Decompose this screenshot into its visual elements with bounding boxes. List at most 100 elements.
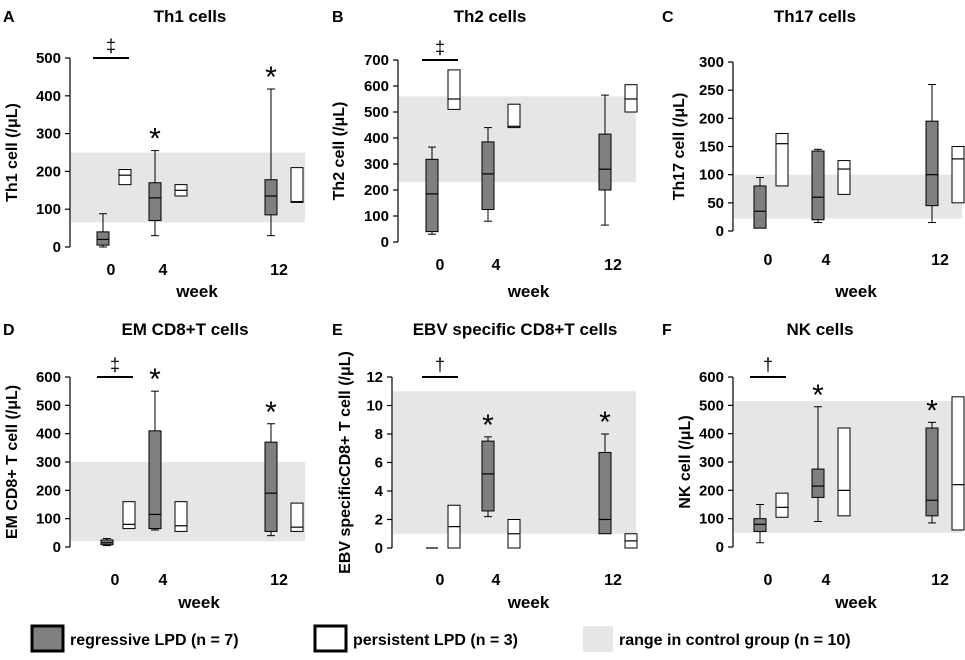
x-axis-label: week [175,282,218,301]
box-body [481,440,495,512]
x-tick-label: 0 [764,252,773,269]
y-tick-label: 500 [699,397,724,414]
legend-swatch-persistent [313,624,348,653]
panel-letter: A [3,9,15,26]
y-axis-label: EBV specificCD8+ T cell (/μL) [337,351,354,574]
y-tick-label: 300 [36,454,61,471]
y-tick-label: 0 [716,539,724,556]
significance-mark: ‡ [106,36,116,56]
significance-star: * [812,379,824,412]
persistent-box-week-12 [624,84,638,113]
x-tick-label: 4 [159,262,168,279]
y-tick-label: 400 [364,130,389,147]
box-body [507,103,521,129]
box-body [148,182,162,222]
significance-mark: ‡ [110,355,120,375]
regressive-box-week-4 [148,390,162,531]
x-tick-label: 12 [931,252,949,269]
persistent-box-week-12 [951,396,965,531]
persistent-box-week-0 [775,133,789,187]
regressive-box-week-0 [753,176,767,229]
significance-star: * [926,394,938,427]
x-tick-label: 0 [436,257,445,274]
y-tick-label: 50 [707,195,724,212]
y-tick-label: 500 [36,50,61,67]
x-tick-label: 12 [604,572,622,589]
y-tick-label: 2 [375,512,383,529]
y-tick-label: 300 [699,454,724,471]
box-body [925,427,939,517]
x-axis-label: week [834,593,877,612]
regressive-box-week-4 [481,127,495,222]
box-body [148,430,162,530]
y-tick-label: 0 [375,540,383,557]
box-body [290,502,304,532]
regressive-box-week-12 [925,84,939,224]
chart-panel-e: 0 2 4 6 8 10 12 * * † 0 4 12 week EBV specificCD8+ T c… [332,320,638,612]
x-tick-label: 4 [822,252,831,269]
box-body [122,501,136,530]
y-tick-label: 0 [716,223,724,240]
regressive-box-week-4 [481,436,495,518]
box-body [290,167,304,203]
y-tick-label: 150 [699,139,724,156]
y-tick-label: 250 [699,82,724,99]
box-body [753,185,767,229]
y-tick-label: 8 [375,426,383,443]
significance-mark: ‡ [435,38,445,58]
y-tick-label: 100 [364,208,389,225]
y-axis-label: NK cell (/μL) [677,415,694,508]
y-tick-label: 300 [36,126,61,143]
y-tick-label: 0 [53,239,61,256]
persistent-box-week-12 [290,502,304,532]
y-tick-label: 500 [364,104,389,121]
regressive-box-week-4 [811,406,825,522]
persistent-box-week-12 [290,167,304,203]
x-tick-label: 12 [270,572,288,589]
legend-swatch-regressive [30,624,65,653]
persistent-box-week-4 [507,519,521,549]
box-body [811,468,825,498]
regressive-box-week-12 [264,88,278,237]
chart-panel-c: 0 50 100 150 200 250 300 0 4 12 week Th17 cell (/μL… [662,7,965,301]
control-range-band [393,391,636,534]
panel-title: EBV specific CD8+T cells [413,320,618,339]
y-tick-label: 0 [381,234,389,251]
x-tick-label: 0 [436,572,445,589]
y-tick-label: 100 [699,167,724,184]
box-body [264,441,278,532]
box-body [598,133,612,191]
chart-panel-d: 0 100 200 300 400 500 600 * * ‡ 0 4 12 week EM CD8+ T … [3,320,305,612]
legend-label-regressive: regressive LPD (n = 7) [70,632,239,649]
box-body [425,158,439,233]
significance-star: * [149,123,161,156]
panel-letter: C [662,9,674,26]
y-tick-label: 200 [699,110,724,127]
panel-title: Th17 cells [774,7,856,26]
box-body [96,231,110,246]
y-axis-label: Th1 cell (/μL) [4,103,21,202]
regressive-box-week-12 [598,94,612,226]
persistent-box-week-4 [174,184,188,197]
y-tick-label: 400 [699,426,724,443]
panel-title: Th2 cells [454,7,527,26]
x-tick-label: 4 [822,572,831,589]
persistent-box-week-4 [837,427,851,517]
y-tick-label: 300 [364,156,389,173]
regressive-box-week-4 [811,148,825,224]
chart-panel-a: 0 100 200 300 400 500 * * ‡ 0 4 12 week Th1 cell (/μL… [3,7,305,301]
x-tick-label: 4 [159,572,168,589]
x-tick-label: 4 [492,257,501,274]
y-tick-label: 700 [364,52,389,69]
legend-label-control: range in control group (n = 10) [619,632,851,649]
x-tick-label: 0 [764,572,773,589]
panel-title: EM CD8+T cells [121,320,248,339]
y-tick-label: 10 [366,398,383,415]
panel-letter: B [332,9,344,26]
panel-letter: E [332,322,343,339]
box-body [174,501,188,532]
box-body [775,492,789,518]
y-tick-label: 12 [366,369,383,386]
y-tick-label: 100 [36,201,61,218]
